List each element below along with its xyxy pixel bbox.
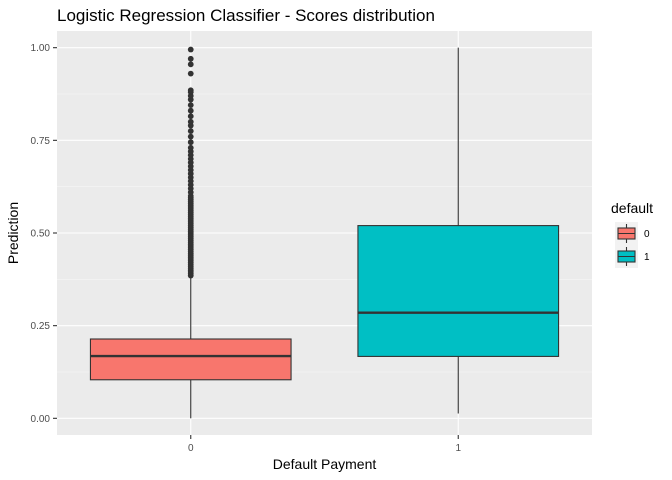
legend-item-0: 0 [615, 222, 650, 245]
outlier-point [187, 70, 194, 77]
legend: default 0 1 [611, 200, 653, 268]
x-tick-label: 1 [455, 443, 461, 454]
outlier-point [187, 139, 194, 146]
y-tick-label: 0.00 [31, 414, 51, 425]
outlier-point [187, 61, 194, 68]
y-axis-title: Prediction [5, 202, 21, 264]
x-tick-label: 0 [188, 443, 194, 454]
outlier-point [187, 46, 194, 53]
x-axis-title: Default Payment [273, 456, 377, 472]
outlier-point [187, 128, 194, 134]
legend-title: default [611, 200, 653, 216]
box-iqr [357, 225, 560, 357]
boxes-layer [89, 46, 560, 419]
outlier-point [187, 118, 194, 125]
axes-layer: 0.00 0.25 0.50 0.75 1.00 0 1 [31, 43, 462, 454]
outlier-point [187, 113, 194, 120]
legend-label: 0 [644, 229, 650, 240]
legend-label: 1 [644, 252, 650, 263]
chart-title: Logistic Regression Classifier - Scores … [57, 6, 435, 25]
outlier-point [187, 87, 194, 94]
box-group-1 [357, 47, 560, 414]
y-tick-label: 0.25 [31, 321, 51, 332]
outlier-point [187, 144, 194, 151]
y-tick-label: 0.50 [31, 229, 51, 240]
outlier-point [187, 107, 194, 114]
outlier-point [187, 102, 194, 109]
y-tick-label: 0.75 [31, 136, 51, 147]
outlier-point [187, 55, 194, 62]
box-iqr [89, 338, 292, 381]
legend-item-1: 1 [615, 245, 650, 268]
box-group-0 [89, 46, 292, 419]
y-tick-label: 1.00 [31, 43, 51, 54]
outlier-point [187, 133, 194, 140]
